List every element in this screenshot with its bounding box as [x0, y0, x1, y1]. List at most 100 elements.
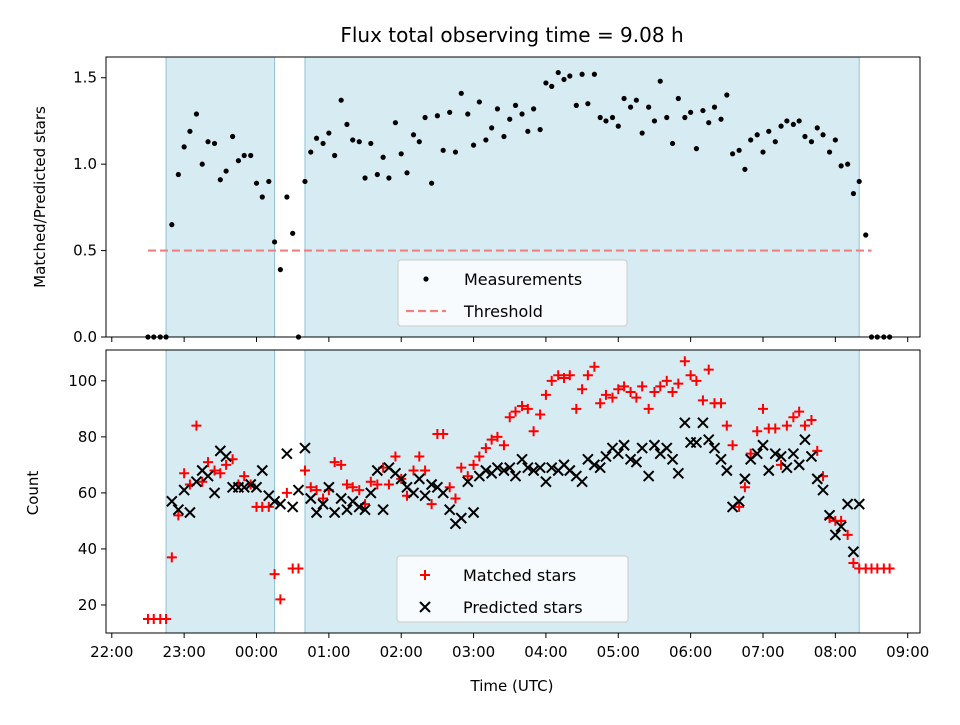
matched-star-point [535, 409, 546, 420]
matched-star-point [281, 487, 292, 498]
measurement-point [627, 104, 634, 110]
matched-star-point [685, 370, 696, 381]
predicted-star-point [775, 450, 787, 463]
predicted-star-point [286, 501, 299, 513]
matched-star-point [546, 375, 557, 386]
measurement-point [682, 114, 688, 121]
matched-star-point [209, 465, 220, 476]
measurement-point [241, 152, 247, 159]
measurement-point [320, 140, 326, 147]
measurement-point [356, 139, 362, 145]
predicted-star-point [166, 495, 178, 508]
measurement-point [230, 133, 236, 140]
matched-star-point [299, 465, 310, 476]
measurement-point [585, 101, 591, 107]
predicted-star-point [588, 459, 601, 471]
measurement-point [313, 135, 320, 141]
y-tick-label: 0.5 [73, 242, 97, 260]
predicted-star-point [751, 447, 763, 460]
matched-star-point [383, 479, 394, 490]
measurement-point [338, 97, 344, 103]
predicted-star-point [703, 433, 715, 446]
measurement-point [193, 111, 200, 117]
predicted-star-point [274, 498, 287, 510]
matched-star-point [716, 398, 727, 409]
predicted-star-point [612, 447, 624, 460]
measurement-point [416, 139, 422, 145]
legend-label: Matched stars [463, 566, 576, 585]
measurement-point [290, 230, 296, 236]
measurement-point [675, 95, 681, 102]
x-tick-label: 09:00 [886, 643, 929, 661]
x-tick-label: 05:00 [597, 643, 640, 661]
measurement-point [724, 92, 730, 98]
measurement-point [284, 194, 290, 200]
measurement-point [639, 130, 645, 136]
predicted-star-point [636, 442, 648, 454]
matched-star-point [691, 375, 702, 386]
measurement-point [549, 83, 555, 89]
predicted-star-point [305, 492, 317, 505]
y-tick-label: 1.0 [73, 155, 97, 173]
matched-star-point [806, 415, 817, 426]
matched-star-point [498, 440, 509, 451]
measurement-point [820, 132, 826, 138]
measurement-point [646, 104, 652, 110]
measurement-point [531, 106, 537, 112]
predicted-star-point [546, 461, 558, 474]
x-tick-label: 02:00 [380, 643, 423, 661]
matched-star-point [179, 468, 190, 479]
measurement-point [326, 130, 332, 136]
predicted-star-point [395, 473, 407, 485]
measurement-point [802, 133, 808, 140]
measurement-point [591, 71, 598, 77]
measurement-point [253, 180, 260, 186]
predicted-star-point [630, 456, 643, 468]
y-tick-label: 20 [78, 596, 97, 614]
measurement-point [465, 111, 471, 117]
measurement-point [429, 180, 435, 186]
matched-star-point [221, 459, 232, 470]
predicted-star-point [817, 484, 829, 496]
measurement-point [693, 146, 700, 152]
matched-star-point [528, 426, 539, 437]
predicted-star-point [371, 464, 384, 477]
measurement-point [573, 102, 579, 108]
measurement-point [386, 175, 392, 181]
matched-star-point [600, 389, 611, 400]
measurement-point [525, 128, 531, 134]
measurement-point [778, 123, 784, 129]
predicted-star-point [504, 461, 516, 474]
bottom-axes-count: 20 40 60 80 100 22:00 23:00 00:00 01:00 02:00 03:0… [68, 349, 929, 661]
matched-star-point [788, 412, 799, 423]
measurement-point [398, 151, 404, 157]
predicted-star-point [811, 473, 823, 485]
predicted-star-point [829, 529, 842, 541]
measurement-point [175, 171, 181, 178]
measurement-point [440, 147, 446, 153]
predicted-star-point [250, 481, 263, 494]
matched-star-point [510, 406, 521, 417]
measurement-point [561, 76, 567, 83]
predicted-star-point [190, 475, 203, 488]
predicted-star-point [733, 495, 745, 508]
measurement-point [615, 123, 621, 129]
matched-star-point [263, 501, 274, 512]
predicted-star-point [462, 475, 474, 488]
matched-star-point [637, 381, 648, 392]
predicted-star-point [793, 459, 805, 471]
matched-star-point [582, 370, 593, 381]
predicted-star-point [540, 475, 552, 488]
measurement-point [308, 149, 314, 155]
matched-star-point [215, 468, 226, 479]
predicted-star-point [238, 481, 250, 494]
bottom-y-axis-label: Count [24, 471, 42, 516]
matched-star-point [492, 431, 503, 442]
measurement-point [362, 175, 368, 181]
predicted-star-point [292, 484, 305, 496]
matched-star-point [697, 395, 708, 406]
measurement-point [784, 118, 790, 124]
matched-star-point [486, 434, 497, 445]
predicted-star-point [323, 481, 335, 494]
y-tick-label: 1.5 [73, 69, 97, 87]
